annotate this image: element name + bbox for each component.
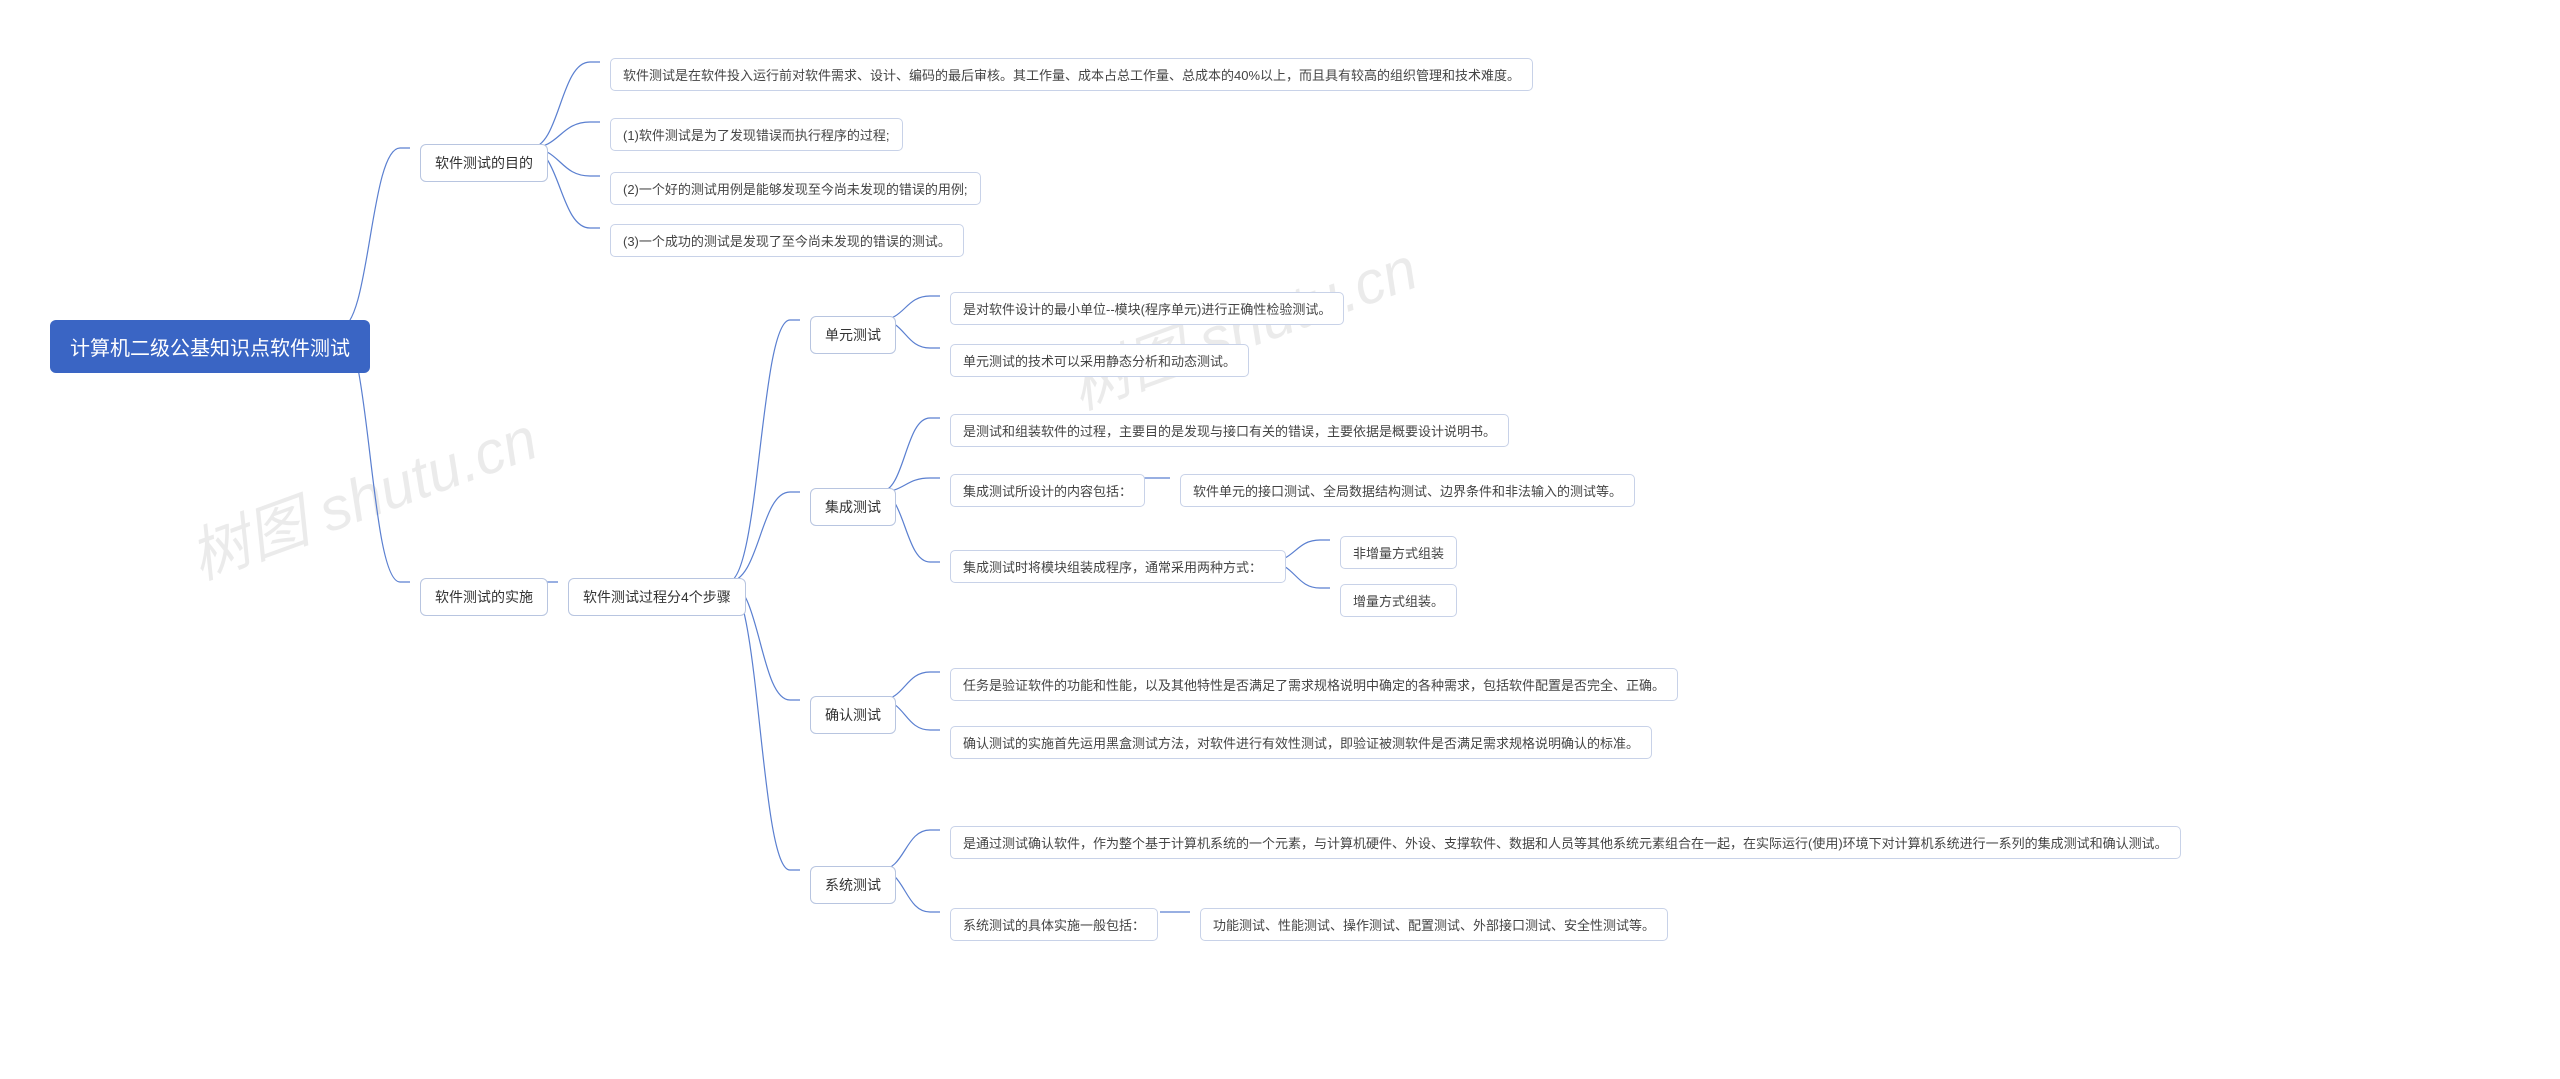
mindmap-container: 计算机二级公基知识点软件测试 软件测试的目的 软件测试是在软件投入运行前对软件需…: [10, 10, 2550, 1060]
root-node[interactable]: 计算机二级公基知识点软件测试: [50, 320, 370, 373]
integration-leaf-2: 集成测试所设计的内容包括：: [950, 474, 1145, 507]
step-unit-test[interactable]: 单元测试: [810, 316, 896, 354]
system-leaf-2: 系统测试的具体实施一般包括：: [950, 908, 1158, 941]
unit-leaf-2: 单元测试的技术可以采用静态分析和动态测试。: [950, 344, 1249, 377]
validation-leaf-2: 确认测试的实施首先运用黑盒测试方法，对软件进行有效性测试，即验证被测软件是否满足…: [950, 726, 1652, 759]
integration-leaf-2-sub: 软件单元的接口测试、全局数据结构测试、边界条件和非法输入的测试等。: [1180, 474, 1635, 507]
integration-leaf-3: 集成测试时将模块组装成程序，通常采用两种方式：: [950, 550, 1286, 583]
purpose-leaf-3: (2)一个好的测试用例是能够发现至今尚未发现的错误的用例;: [610, 172, 981, 205]
integration-leaf-3-sub1: 非增量方式组装: [1340, 536, 1457, 569]
system-leaf-2-sub: 功能测试、性能测试、操作测试、配置测试、外部接口测试、安全性测试等。: [1200, 908, 1668, 941]
unit-leaf-1: 是对软件设计的最小单位--模块(程序单元)进行正确性检验测试。: [950, 292, 1344, 325]
step-validation-test[interactable]: 确认测试: [810, 696, 896, 734]
branch-purpose[interactable]: 软件测试的目的: [420, 144, 548, 182]
system-leaf-1: 是通过测试确认软件，作为整个基于计算机系统的一个元素，与计算机硬件、外设、支撑软…: [950, 826, 2181, 859]
step-system-test[interactable]: 系统测试: [810, 866, 896, 904]
step-integration-test[interactable]: 集成测试: [810, 488, 896, 526]
integration-leaf-1: 是测试和组装软件的过程，主要目的是发现与接口有关的错误，主要依据是概要设计说明书…: [950, 414, 1509, 447]
integration-leaf-3-sub2: 增量方式组装。: [1340, 584, 1457, 617]
purpose-leaf-1: 软件测试是在软件投入运行前对软件需求、设计、编码的最后审核。其工作量、成本占总工…: [610, 58, 1533, 91]
branch-implementation[interactable]: 软件测试的实施: [420, 578, 548, 616]
purpose-leaf-2: (1)软件测试是为了发现错误而执行程序的过程;: [610, 118, 903, 151]
purpose-leaf-4: (3)一个成功的测试是发现了至今尚未发现的错误的测试。: [610, 224, 964, 257]
four-steps[interactable]: 软件测试过程分4个步骤: [568, 578, 746, 616]
validation-leaf-1: 任务是验证软件的功能和性能，以及其他特性是否满足了需求规格说明中确定的各种需求，…: [950, 668, 1678, 701]
